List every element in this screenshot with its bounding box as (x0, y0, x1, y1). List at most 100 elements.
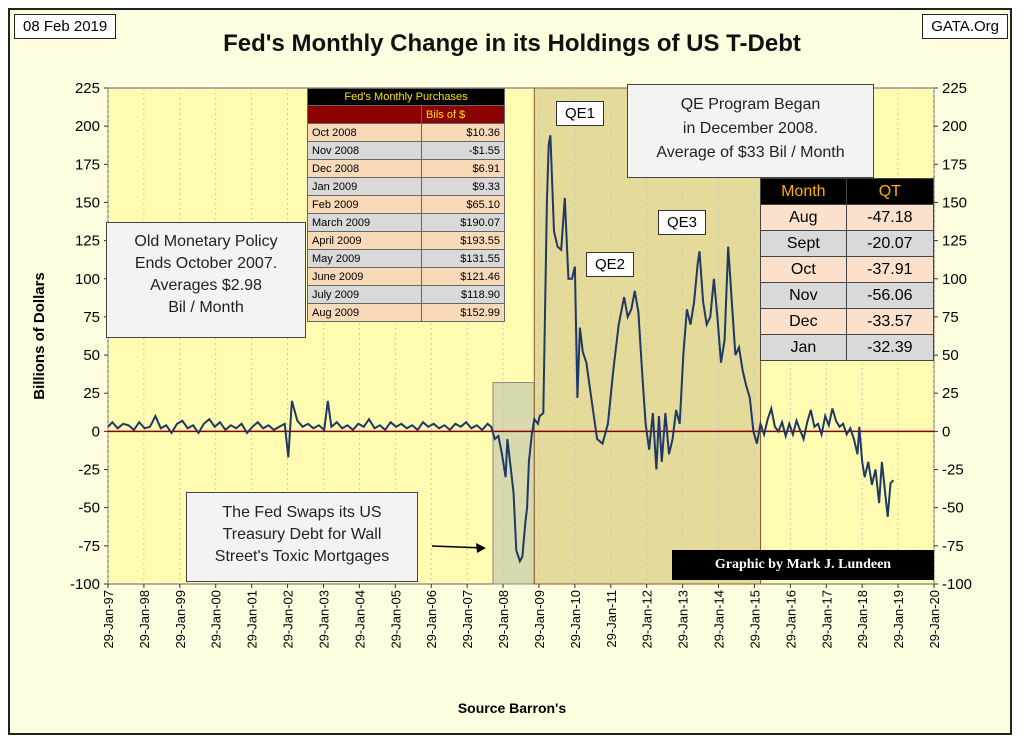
note-line: Street's Toxic Mortgages (214, 548, 390, 565)
purchases-row: March 2009 $190.07 (306, 213, 505, 232)
qt-row: Jan -32.39 (760, 334, 935, 361)
qt-value: -56.06 (845, 282, 935, 309)
y-tick-label-right: 50 (942, 347, 959, 364)
x-tick-label: 29-Jan-01 (245, 590, 260, 649)
qe1-label: QE1 (556, 101, 605, 126)
qt-header-month: Month (760, 178, 847, 205)
swap-arrow (431, 545, 485, 549)
site-tag: GATA.Org (922, 14, 1008, 39)
qt-value: -32.39 (845, 334, 935, 361)
purchases-title: Fed's Monthly Purchases (307, 88, 505, 106)
qt-month: Nov (760, 282, 847, 309)
series-line (107, 135, 895, 564)
x-tick-label: 29-Jan-09 (532, 590, 547, 649)
purchases-row: May 2009 $131.55 (306, 249, 505, 268)
y-tick-label-right: 225 (942, 80, 967, 97)
y-tick-label: 150 (75, 194, 100, 211)
y-tick-label-right: 200 (942, 118, 967, 135)
y-tick-label: 125 (75, 233, 100, 250)
date-tag: 08 Feb 2019 (14, 14, 117, 39)
x-tick-label: 29-Jan-02 (281, 590, 296, 649)
purchases-row: June 2009 $121.46 (306, 267, 505, 286)
purchases-month: April 2009 (306, 231, 423, 250)
purchases-row: Jan 2009 $9.33 (306, 177, 505, 196)
y-axis-label: Billions of Dollars (31, 272, 48, 400)
x-tick-label: 29-Jan-00 (209, 590, 224, 649)
purchases-month: March 2009 (306, 213, 423, 232)
purchases-month: July 2009 (306, 285, 423, 304)
purchases-value: $121.46 (421, 267, 505, 286)
y-tick-label: 50 (83, 347, 100, 364)
purchases-row: Dec 2008 $6.91 (306, 159, 505, 178)
purchases-value: -$1.55 (421, 141, 505, 160)
qt-table: Month QT Aug -47.18 Sept -20.07 Oct -37.91 Nov… (760, 178, 935, 361)
y-tick-label: 100 (75, 271, 100, 288)
y-tick-label: -50 (78, 500, 100, 517)
old-policy-note: Old Monetary Policy Ends October 2007. A… (106, 222, 306, 338)
purchases-body: Oct 2008 $10.36 Nov 2008 -$1.55 Dec 2008 $6.9… (306, 123, 505, 322)
x-tick-label: 29-Jan-97 (101, 590, 116, 649)
y-tick-label: 75 (83, 309, 100, 326)
y-tick-label-right: -50 (942, 500, 964, 517)
purchases-row: April 2009 $193.55 (306, 231, 505, 250)
y-tick-label-right: 175 (942, 156, 967, 173)
x-tick-label: 29-Jan-08 (496, 590, 511, 649)
y-tick-label-right: 75 (942, 309, 959, 326)
qt-header-row: Month QT (760, 178, 935, 205)
y-tick-label: 25 (83, 385, 100, 402)
purchases-month: Feb 2009 (306, 195, 423, 214)
note-line: Old Monetary Policy (134, 233, 278, 250)
x-tick-label: 29-Jan-16 (783, 590, 798, 649)
qe3-label: QE3 (658, 210, 707, 235)
qt-value: -37.91 (845, 256, 935, 283)
x-tick-label: 29-Jan-05 (388, 590, 403, 649)
note-line: QE Program Began (680, 96, 821, 113)
note-line: Averages $2.98 (150, 277, 262, 294)
x-tick-label: 29-Jan-03 (316, 590, 331, 649)
y-tick-label: -75 (78, 538, 100, 555)
qt-row: Nov -56.06 (760, 282, 935, 309)
note-line: The Fed Swaps its US (222, 504, 382, 521)
qt-value: -20.07 (845, 230, 935, 257)
x-tick-label: 29-Jan-15 (747, 590, 762, 649)
qt-row: Dec -33.57 (760, 308, 935, 335)
purchases-title-row: Fed's Monthly Purchases (307, 88, 505, 106)
note-line: Treasury Debt for Wall (222, 526, 382, 543)
purchases-row: Oct 2008 $10.36 (306, 123, 505, 142)
note-line: in December 2008. (682, 120, 819, 137)
purchases-value: $10.36 (421, 123, 505, 142)
note-line: Average of $33 Bil / Month (656, 144, 845, 161)
qt-row: Oct -37.91 (760, 256, 935, 283)
x-tick-label: 29-Jan-99 (173, 590, 188, 649)
qt-month: Jan (760, 334, 847, 361)
purchases-value: $193.55 (421, 231, 505, 250)
y-tick-label-right: -25 (942, 462, 964, 479)
purchases-month: Aug 2009 (306, 303, 423, 322)
x-tick-label: 29-Jan-07 (460, 590, 475, 649)
qt-header-qt: QT (845, 178, 935, 205)
y-tick-label-right: 125 (942, 233, 967, 250)
qt-row: Aug -47.18 (760, 204, 935, 231)
credit-label: Graphic by Mark J. Lundeen (672, 550, 934, 580)
purchases-header-value: Bils of $ (421, 105, 505, 124)
purchases-month: May 2009 (306, 249, 423, 268)
y-tick-label: 225 (75, 80, 100, 97)
note-line: Ends October 2007. (134, 255, 278, 272)
purchases-value: $131.55 (421, 249, 505, 268)
x-tick-label: 29-Jan-18 (855, 590, 870, 649)
y-tick-label: -25 (78, 462, 100, 479)
x-tick-label: 29-Jan-04 (352, 590, 367, 649)
purchases-value: $190.07 (421, 213, 505, 232)
qt-body: Aug -47.18 Sept -20.07 Oct -37.91 Nov -56.06 Dec… (760, 204, 935, 361)
y-tick-label: 200 (75, 118, 100, 135)
x-tick-label: 29-Jan-13 (676, 590, 691, 649)
purchases-month: Nov 2008 (306, 141, 423, 160)
purchases-month: Dec 2008 (306, 159, 423, 178)
x-tick-label: 29-Jan-12 (640, 590, 655, 649)
purchases-month: Oct 2008 (306, 123, 423, 142)
purchases-table: Fed's Monthly Purchases Bils of $ Oct 20… (306, 88, 505, 322)
qt-month: Aug (760, 204, 847, 231)
qt-month: Sept (760, 230, 847, 257)
y-tick-label-right: 150 (942, 194, 967, 211)
y-tick-label-right: -100 (942, 576, 972, 593)
